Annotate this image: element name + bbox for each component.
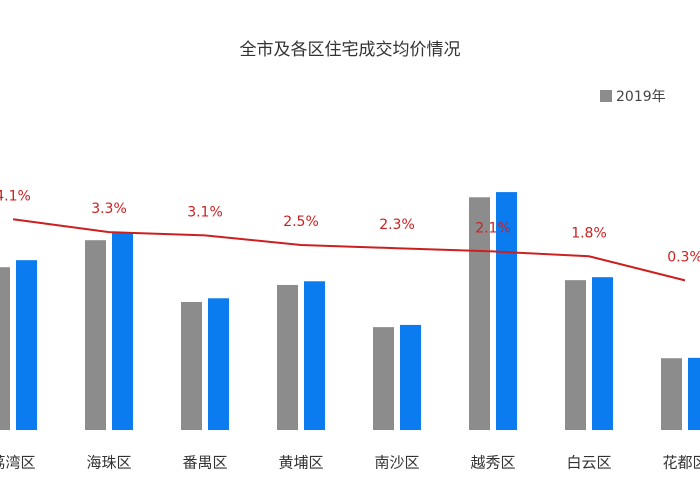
- bar: [688, 357, 700, 430]
- bar: [373, 327, 394, 430]
- bar: [85, 240, 106, 430]
- x-tick-label: 南沙区: [374, 454, 419, 472]
- x-tick-label: 越秀区: [470, 454, 515, 472]
- x-tick-label: 黄埔区: [278, 454, 323, 472]
- bar: [0, 267, 10, 430]
- data-label: 3.3%: [91, 201, 127, 217]
- line: [12, 218, 686, 282]
- data-label: 2.5%: [283, 214, 319, 230]
- bar: [592, 277, 613, 430]
- bar: [208, 298, 229, 430]
- bar: [469, 197, 490, 430]
- legend-swatch: [600, 90, 612, 102]
- data-label: 2.1%: [475, 220, 511, 236]
- x-tick-label: 荔湾区: [0, 454, 36, 472]
- x-tick-label: 海珠区: [86, 454, 131, 472]
- bar: [661, 358, 682, 430]
- x-tick-label: 花都区: [662, 454, 700, 472]
- chart-title: 全市及各区住宅成交均价情况: [240, 40, 461, 60]
- legend-label: 2019年: [616, 89, 666, 105]
- data-label: 3.1%: [187, 204, 223, 220]
- data-label: 1.8%: [571, 225, 607, 241]
- data-label: 0.3%: [667, 249, 700, 265]
- bar: [181, 301, 202, 430]
- data-label: 4.1%: [0, 188, 31, 204]
- x-tick-label: 番禺区: [182, 454, 227, 472]
- bar: [304, 281, 325, 430]
- bar: [112, 233, 133, 430]
- data-label: 2.3%: [379, 217, 415, 233]
- bar: [400, 324, 421, 430]
- bar: [277, 284, 298, 430]
- bar: [16, 260, 37, 430]
- bar: [565, 280, 586, 430]
- x-tick-label: 白云区: [566, 454, 611, 472]
